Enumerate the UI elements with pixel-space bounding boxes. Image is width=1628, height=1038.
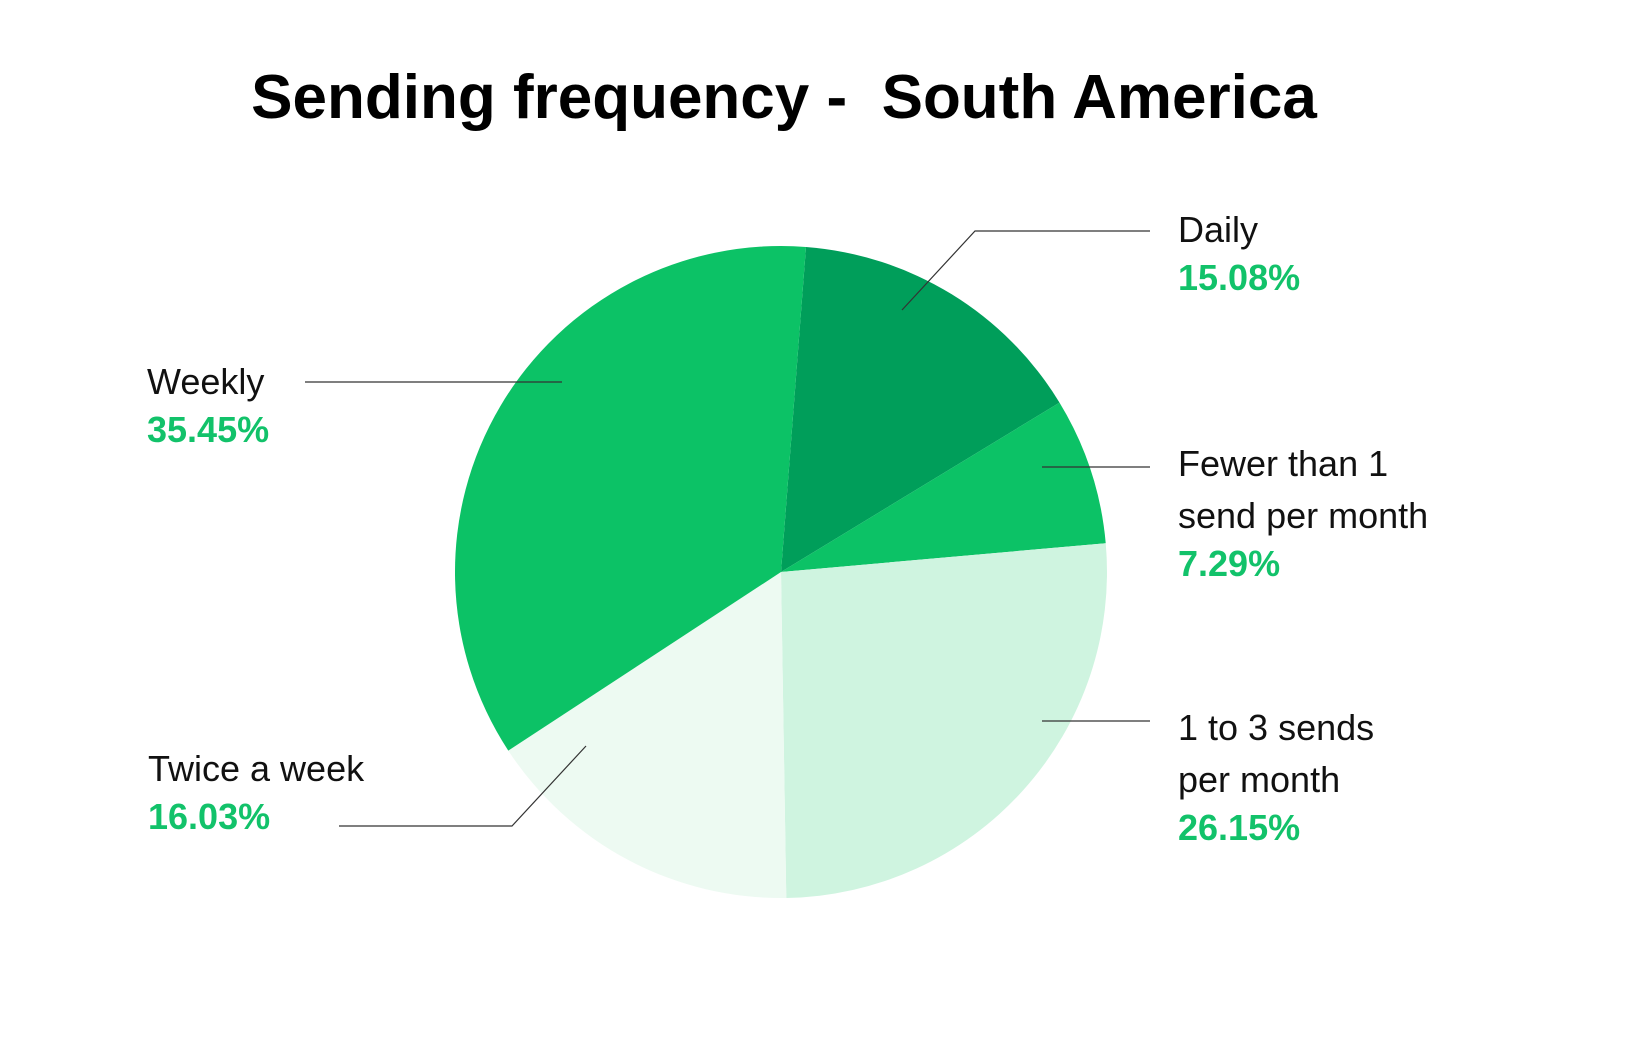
slice-value-label: 26.15% <box>1178 807 1301 848</box>
label-weekly: Weekly 35.45% <box>147 356 447 452</box>
slice-label: Weekly <box>147 361 265 402</box>
slice-label: Twice a week <box>148 748 365 789</box>
label-1-to-3: 1 to 3 sends per month 26.15% <box>1178 702 1418 850</box>
label-fewer-than-1: Fewer than 1 send per month 7.29% <box>1178 438 1468 586</box>
pie-slice-weekly <box>455 245 807 751</box>
pie-slice-twice-a-week <box>508 572 787 898</box>
leader-line <box>901 230 1150 311</box>
label-daily: Daily 15.08% <box>1178 204 1478 300</box>
pie-slice-1-to-3-sends-per-month <box>781 543 1107 898</box>
chart-title: Sending frequency - South America <box>251 63 1317 132</box>
slice-value-label: 7.29% <box>1178 543 1281 584</box>
slice-label: Daily <box>1178 209 1259 250</box>
leader-line <box>339 745 587 827</box>
label-twice-a-week: Twice a week 16.03% <box>148 743 448 839</box>
slice-value-label: 16.03% <box>148 796 271 837</box>
slice-value-label: 35.45% <box>147 409 270 450</box>
pie-slice-fewer-than-1-send-per-month <box>781 402 1106 572</box>
pie-slice-daily <box>781 246 1060 572</box>
slice-label: Fewer than 1 send per month <box>1178 443 1429 536</box>
slice-label: 1 to 3 sends per month <box>1178 707 1375 800</box>
slice-value-label: 15.08% <box>1178 257 1301 298</box>
